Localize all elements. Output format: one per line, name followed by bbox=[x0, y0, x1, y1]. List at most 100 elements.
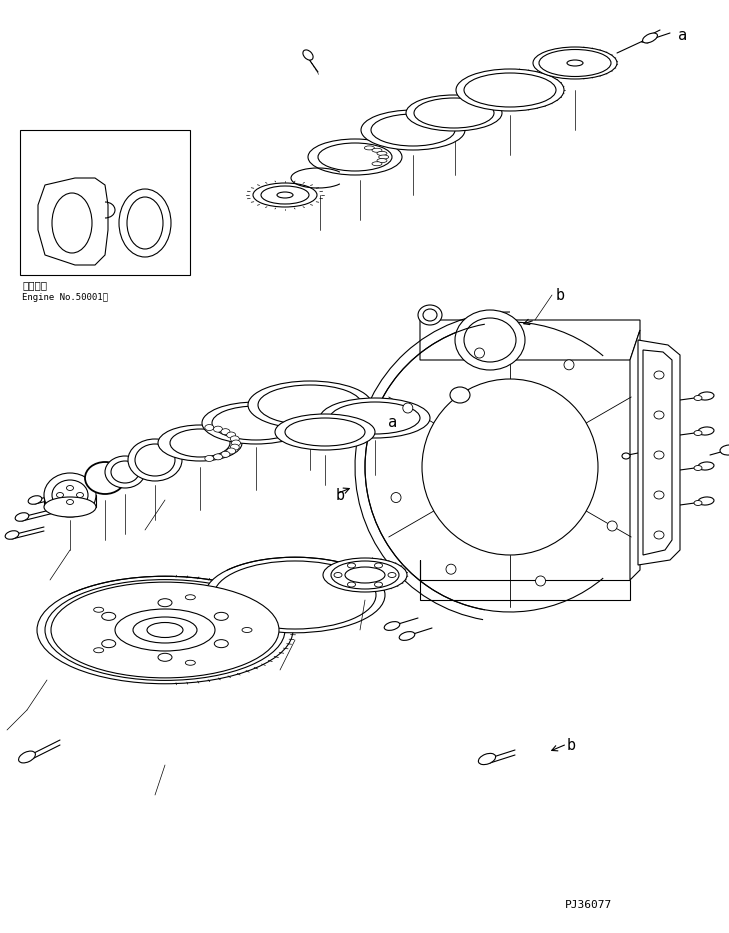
Text: a: a bbox=[388, 415, 397, 430]
Ellipse shape bbox=[418, 305, 442, 325]
Polygon shape bbox=[638, 340, 680, 565]
Ellipse shape bbox=[102, 640, 116, 648]
Ellipse shape bbox=[455, 310, 525, 370]
Ellipse shape bbox=[261, 186, 309, 204]
Ellipse shape bbox=[654, 451, 664, 459]
Polygon shape bbox=[420, 560, 630, 600]
Ellipse shape bbox=[105, 456, 145, 488]
Ellipse shape bbox=[388, 573, 396, 578]
Ellipse shape bbox=[52, 480, 88, 510]
Ellipse shape bbox=[384, 621, 399, 631]
Ellipse shape bbox=[377, 159, 387, 162]
Ellipse shape bbox=[654, 491, 664, 499]
Ellipse shape bbox=[331, 561, 399, 589]
Ellipse shape bbox=[464, 318, 516, 362]
Text: Engine No.50001～: Engine No.50001～ bbox=[22, 293, 108, 302]
Ellipse shape bbox=[430, 387, 590, 547]
Ellipse shape bbox=[158, 599, 172, 606]
Ellipse shape bbox=[698, 427, 714, 435]
Ellipse shape bbox=[5, 531, 19, 539]
Ellipse shape bbox=[253, 183, 317, 207]
Ellipse shape bbox=[119, 189, 171, 257]
Ellipse shape bbox=[93, 648, 104, 653]
Ellipse shape bbox=[372, 148, 382, 152]
Ellipse shape bbox=[318, 143, 392, 171]
Ellipse shape bbox=[227, 448, 235, 454]
Ellipse shape bbox=[456, 69, 564, 111]
Ellipse shape bbox=[230, 444, 239, 450]
Ellipse shape bbox=[248, 381, 372, 429]
Ellipse shape bbox=[111, 461, 139, 483]
Polygon shape bbox=[630, 330, 640, 580]
Ellipse shape bbox=[446, 564, 456, 574]
Ellipse shape bbox=[364, 146, 375, 150]
Ellipse shape bbox=[77, 493, 84, 497]
Ellipse shape bbox=[277, 192, 293, 198]
Ellipse shape bbox=[37, 577, 293, 684]
Ellipse shape bbox=[377, 151, 387, 156]
Ellipse shape bbox=[66, 499, 74, 505]
Ellipse shape bbox=[57, 493, 63, 497]
Ellipse shape bbox=[720, 445, 729, 455]
Ellipse shape bbox=[378, 155, 389, 159]
Ellipse shape bbox=[232, 440, 241, 446]
Ellipse shape bbox=[642, 33, 658, 43]
Ellipse shape bbox=[391, 493, 401, 503]
Ellipse shape bbox=[205, 455, 214, 462]
Ellipse shape bbox=[85, 462, 125, 494]
Ellipse shape bbox=[564, 360, 574, 369]
Ellipse shape bbox=[18, 751, 36, 763]
Text: 適用号機: 適用号機 bbox=[22, 280, 47, 290]
Ellipse shape bbox=[371, 114, 455, 146]
Polygon shape bbox=[44, 495, 96, 507]
Ellipse shape bbox=[694, 466, 702, 470]
Ellipse shape bbox=[115, 609, 215, 651]
Ellipse shape bbox=[135, 444, 175, 476]
Ellipse shape bbox=[345, 567, 385, 583]
Ellipse shape bbox=[202, 402, 310, 444]
Polygon shape bbox=[38, 178, 108, 265]
Ellipse shape bbox=[475, 348, 485, 358]
Polygon shape bbox=[20, 130, 190, 275]
Ellipse shape bbox=[275, 414, 375, 450]
Ellipse shape bbox=[133, 617, 197, 643]
Ellipse shape bbox=[44, 497, 96, 517]
Ellipse shape bbox=[567, 60, 583, 66]
Ellipse shape bbox=[28, 495, 42, 504]
Ellipse shape bbox=[464, 73, 556, 107]
Ellipse shape bbox=[348, 563, 356, 568]
Ellipse shape bbox=[308, 139, 402, 175]
Ellipse shape bbox=[127, 197, 163, 249]
Ellipse shape bbox=[654, 371, 664, 379]
Ellipse shape bbox=[158, 425, 242, 461]
Ellipse shape bbox=[330, 402, 420, 434]
Ellipse shape bbox=[205, 557, 385, 633]
Ellipse shape bbox=[221, 452, 230, 457]
Ellipse shape bbox=[242, 628, 252, 633]
Ellipse shape bbox=[622, 453, 630, 459]
Ellipse shape bbox=[185, 661, 195, 665]
Ellipse shape bbox=[654, 411, 664, 419]
Text: PJ36077: PJ36077 bbox=[565, 900, 612, 910]
Ellipse shape bbox=[230, 436, 239, 442]
Ellipse shape bbox=[66, 485, 74, 491]
Ellipse shape bbox=[102, 612, 116, 620]
Ellipse shape bbox=[422, 379, 598, 555]
Ellipse shape bbox=[214, 612, 228, 620]
Ellipse shape bbox=[45, 579, 285, 680]
Ellipse shape bbox=[536, 576, 545, 586]
Ellipse shape bbox=[406, 95, 502, 131]
Ellipse shape bbox=[214, 561, 376, 629]
Ellipse shape bbox=[372, 161, 382, 166]
Ellipse shape bbox=[214, 640, 228, 648]
Ellipse shape bbox=[698, 462, 714, 470]
Ellipse shape bbox=[399, 632, 415, 640]
Ellipse shape bbox=[285, 418, 365, 446]
Ellipse shape bbox=[375, 582, 383, 587]
Ellipse shape bbox=[607, 521, 617, 531]
Ellipse shape bbox=[51, 582, 279, 678]
Ellipse shape bbox=[303, 49, 313, 60]
Text: a: a bbox=[678, 28, 687, 43]
Ellipse shape bbox=[258, 385, 362, 425]
Ellipse shape bbox=[403, 403, 413, 413]
